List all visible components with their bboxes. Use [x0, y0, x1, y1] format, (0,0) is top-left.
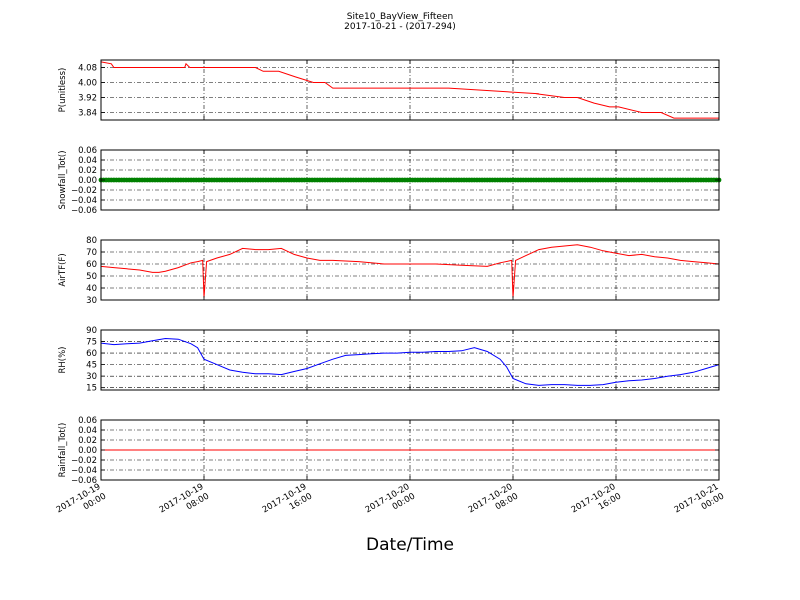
series-line [100, 61, 719, 119]
y-tick-label: 40 [86, 284, 97, 294]
y-tick-label: −0.06 [71, 206, 97, 216]
x-tick-label: 2017-10-1900:00 [55, 482, 108, 525]
y-tick-label: 15 [86, 384, 97, 394]
x-axis-label: Date/Time [366, 535, 454, 555]
y-tick-label: 70 [86, 248, 97, 258]
y-tick-label: 4.08 [78, 64, 97, 74]
y-tick-label: 50 [86, 272, 97, 282]
y-tick-label: 80 [86, 236, 97, 246]
y-axis-label: Rainfall_Tot() [58, 423, 68, 478]
y-axis-label: P(unitless) [58, 68, 68, 113]
y-tick-label: 0.00 [78, 176, 97, 186]
series-line [100, 337, 720, 386]
x-tick-label: 2017-10-1916:00 [261, 482, 314, 525]
y-tick-label: 4.00 [78, 79, 97, 89]
y-tick-label: −0.04 [71, 196, 97, 206]
panel-2: 80 70 60 50 40 30 AirTF(F) [58, 236, 720, 306]
y-tick-label: −0.02 [71, 456, 97, 466]
x-tick-label: 2017-10-1908:00 [158, 482, 211, 525]
panel-0: 4.08 4.00 3.92 3.84 P(unitless) [58, 59, 720, 121]
y-tick-label: 60 [86, 349, 97, 359]
y-tick-label: −0.02 [71, 186, 97, 196]
y-tick-label: 60 [86, 260, 97, 270]
y-tick-label: 0.06 [78, 416, 97, 426]
y-tick-label: −0.06 [71, 476, 97, 486]
y-tick-label: 0.00 [78, 446, 97, 456]
y-tick-label: 0.02 [78, 166, 97, 176]
y-axis-label: Snowfall_Tot() [58, 150, 68, 209]
y-axis-label: RH(%) [58, 346, 68, 373]
x-tick-label: 2017-10-2016:00 [570, 482, 623, 525]
y-tick-label: 3.92 [78, 94, 97, 104]
y-tick-label: 30 [86, 372, 97, 382]
figure-title-line1: Site10_BayView_Fifteen [347, 12, 453, 22]
panel-1: 0.060.040.020.00−0.02−0.04−0.06Snowfall_… [58, 146, 722, 216]
y-tick-label: 0.02 [78, 436, 97, 446]
y-tick-label: 0.06 [78, 146, 97, 156]
figure-title-line2: 2017-10-21 - (2017-294) [344, 22, 456, 32]
x-tick-labels: 2017-10-1900:00 2017-10-1908:00 2017-10-19… [55, 482, 726, 525]
y-tick-label: −0.04 [71, 466, 97, 476]
y-axis-label: AirTF(F) [58, 253, 68, 286]
panels-group: 4.084.003.923.84P(unitless)0.060.040.020… [58, 59, 722, 486]
panel-4: 0.060.040.020.00−0.02−0.04−0.06Rainfall_… [58, 416, 720, 486]
y-tick-label: 90 [86, 326, 97, 336]
y-tick-label: 0.04 [78, 156, 97, 166]
series-line [100, 244, 720, 298]
y-tick-label: 75 [86, 338, 97, 348]
y-tick-label: 3.84 [78, 109, 97, 119]
y-tick-label: 30 [86, 296, 97, 306]
y-tick-label: 0.04 [78, 426, 97, 436]
x-tick-label: 2017-10-2000:00 [364, 482, 417, 525]
x-tick-label: 2017-10-2008:00 [467, 482, 520, 525]
x-tick-label: 2017-10-2100:00 [673, 482, 726, 525]
y-tick-label: 45 [86, 361, 97, 371]
